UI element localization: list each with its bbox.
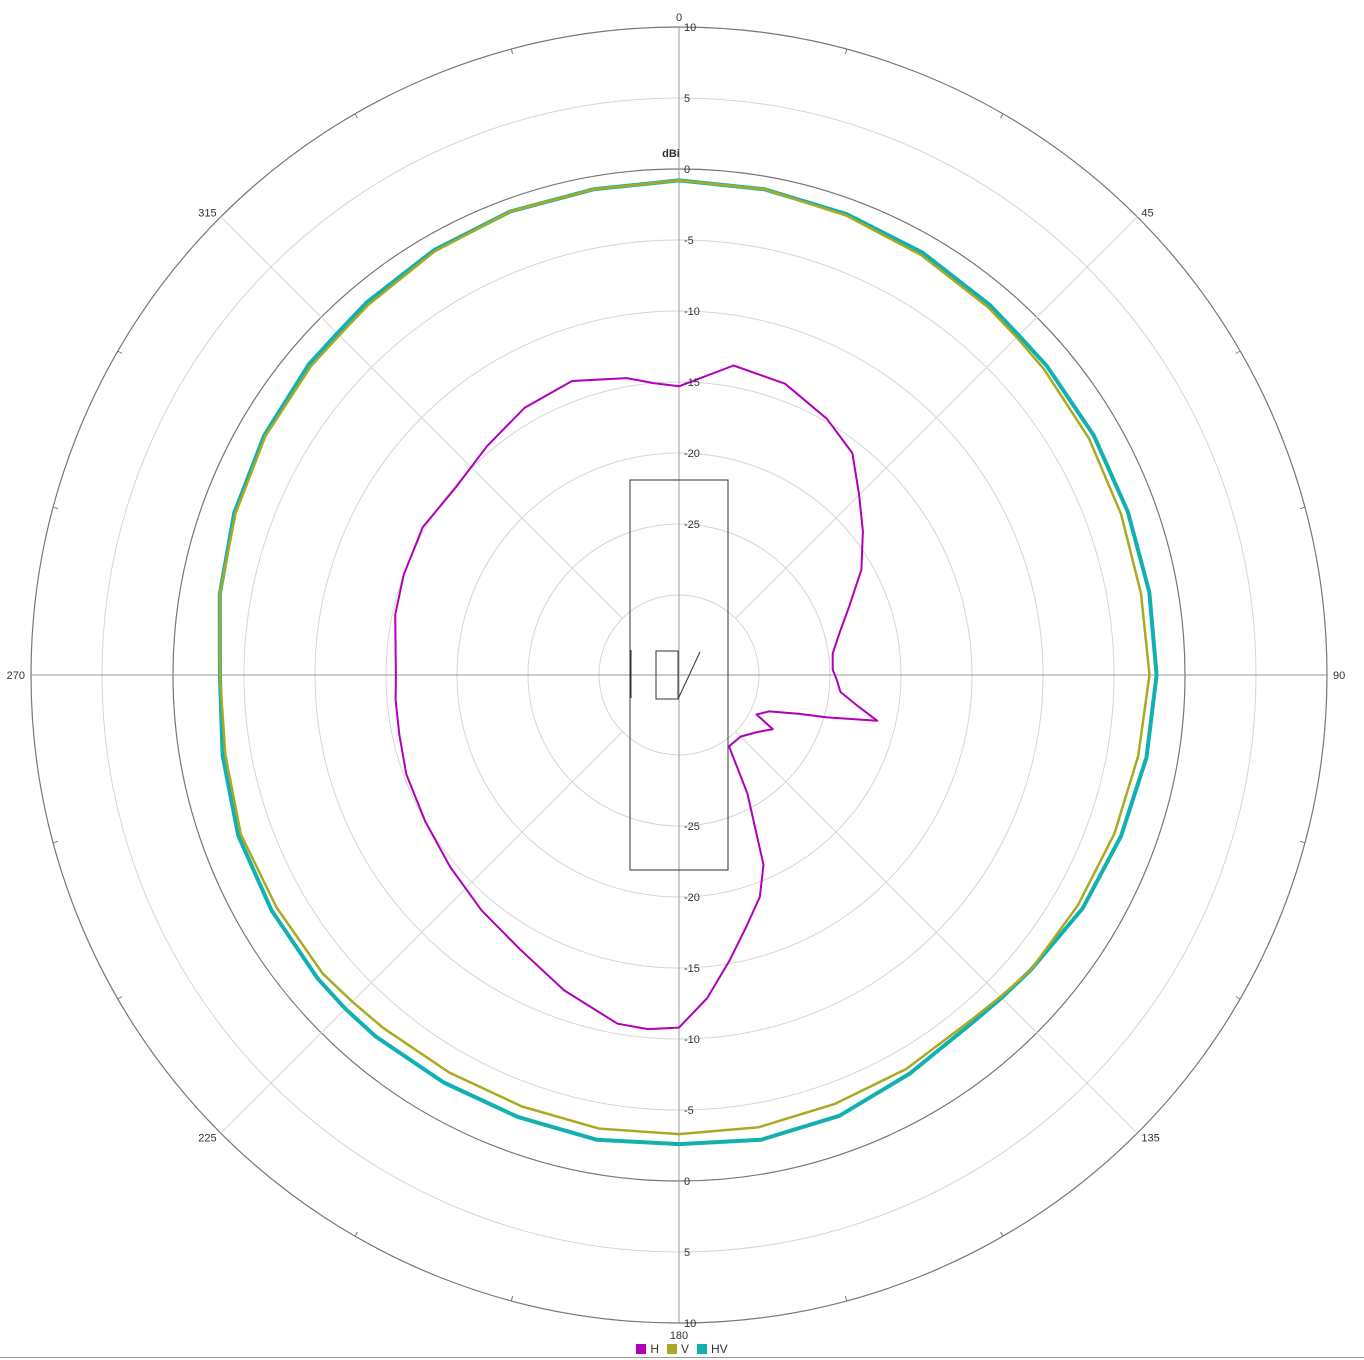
angle-label: 270 bbox=[7, 670, 25, 682]
grid-spoke bbox=[735, 216, 1138, 619]
legend-item-hv: HV bbox=[697, 1342, 728, 1356]
outer-tick bbox=[1000, 1231, 1004, 1237]
legend: H V HV bbox=[0, 1342, 1364, 1356]
angle-label: 315 bbox=[198, 208, 216, 220]
angle-label: 180 bbox=[670, 1330, 688, 1340]
antenna-element-box bbox=[655, 650, 679, 700]
series-line-h bbox=[394, 364, 879, 1031]
angle-label: 90 bbox=[1333, 670, 1345, 682]
radial-tick-label: -25 bbox=[684, 821, 700, 833]
outer-tick bbox=[354, 113, 358, 119]
radial-tick-label: -20 bbox=[684, 448, 700, 460]
outer-tick bbox=[1000, 113, 1004, 119]
series-line-v bbox=[218, 179, 1151, 1136]
radial-tick-label: -15 bbox=[684, 377, 700, 389]
radial-tick-label: -20 bbox=[684, 892, 700, 904]
radial-tick-label: -10 bbox=[684, 1034, 700, 1046]
legend-item-h: H bbox=[636, 1342, 659, 1356]
outer-tick bbox=[1235, 996, 1241, 1000]
outer-tick bbox=[117, 996, 123, 1000]
legend-swatch bbox=[666, 1344, 677, 1354]
outer-tick bbox=[52, 506, 59, 510]
outer-tick bbox=[844, 1295, 848, 1302]
grid-spoke bbox=[735, 731, 1138, 1134]
radial-tick-label: 0 bbox=[684, 1176, 690, 1188]
legend-label: HV bbox=[711, 1342, 728, 1356]
axis-labels: 10 10 5 5 0 0 -5 -5 -10 -10 -15 -15 -20 -20 -25 -25 0 45 9… bbox=[7, 12, 1346, 1340]
outer-tick bbox=[510, 48, 514, 55]
legend-label: H bbox=[650, 1342, 659, 1356]
radial-tick-label: -25 bbox=[684, 519, 700, 531]
series-layer bbox=[217, 178, 1159, 1147]
outer-tick bbox=[510, 1295, 514, 1302]
angle-label: 0 bbox=[676, 12, 682, 24]
outer-tick bbox=[117, 350, 123, 354]
angle-label: 225 bbox=[198, 1132, 216, 1144]
outer-tick bbox=[1299, 506, 1306, 510]
series-line-hv bbox=[217, 178, 1159, 1147]
legend-swatch bbox=[697, 1344, 707, 1354]
legend-label: V bbox=[680, 1342, 689, 1356]
outer-tick bbox=[1299, 840, 1306, 844]
legend-swatch bbox=[636, 1344, 647, 1354]
angle-label: 135 bbox=[1141, 1132, 1159, 1144]
antenna-diagram bbox=[629, 479, 729, 871]
radial-tick-label: 10 bbox=[684, 22, 696, 34]
radial-tick-label: -15 bbox=[684, 963, 700, 975]
grid-spoke bbox=[220, 731, 623, 1134]
outer-tick bbox=[1235, 350, 1241, 354]
radial-tick-label: 5 bbox=[684, 1247, 690, 1259]
unit-label: dBi bbox=[662, 148, 680, 160]
radial-tick-label: -10 bbox=[684, 306, 700, 318]
radial-tick-label: 10 bbox=[684, 1318, 696, 1330]
outer-tick bbox=[52, 840, 59, 844]
outer-tick bbox=[844, 48, 848, 55]
antenna-feed-line bbox=[677, 651, 701, 700]
radial-tick-label: -5 bbox=[684, 1105, 694, 1117]
bottom-rule bbox=[0, 1357, 1364, 1358]
legend-item-v: V bbox=[666, 1342, 689, 1356]
outer-tick bbox=[354, 1231, 358, 1237]
grid-spoke bbox=[220, 216, 623, 619]
radial-tick-label: -5 bbox=[684, 235, 694, 247]
radial-tick-label: 0 bbox=[684, 164, 690, 176]
radial-tick-label: 5 bbox=[684, 93, 690, 105]
angle-label: 45 bbox=[1141, 208, 1153, 220]
polar-grid bbox=[30, 26, 1328, 1324]
